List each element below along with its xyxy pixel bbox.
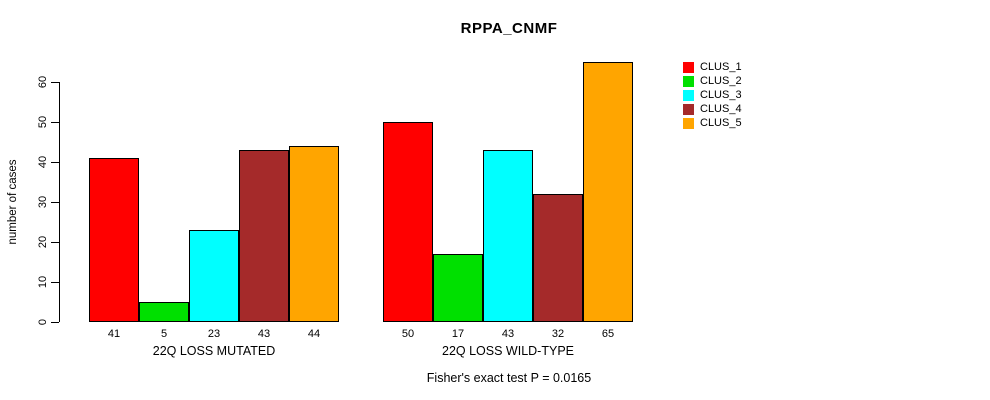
bar-clus_1-group1 [89,158,139,322]
bar-value-label: 23 [207,328,221,340]
legend-swatch-clus_5 [683,118,694,129]
bar-clus_3-group2 [483,150,533,322]
y-tick [51,322,59,323]
bar-clus_3-group1 [189,230,239,322]
bar-clus_4-group2 [533,194,583,322]
legend-swatch-clus_2 [683,76,694,87]
legend-swatch-clus_4 [683,104,694,115]
bar-value-label: 50 [401,328,415,340]
y-axis-line [59,82,60,322]
bar-value-label: 65 [601,328,615,340]
y-tick [51,242,59,243]
bar-clus_2-group2 [433,254,483,322]
bar-value-label: 32 [551,328,565,340]
plot-title: RPPA_CNMF [460,20,558,37]
bar-clus_2-group1 [139,302,189,322]
y-tick [51,282,59,283]
y-tick [51,202,59,203]
legend-label: CLUS_4 [700,103,742,115]
y-tick [51,162,59,163]
legend-label: CLUS_3 [700,89,742,101]
group-label: 22Q LOSS WILD-TYPE [442,344,574,358]
y-tick [51,82,59,83]
bar-value-label: 44 [307,328,321,340]
legend-label: CLUS_2 [700,75,742,87]
bar-value-label: 43 [257,328,271,340]
legend-label: CLUS_1 [700,61,742,73]
bar-value-label: 17 [451,328,465,340]
legend-swatch-clus_1 [683,62,694,73]
y-tick [51,122,59,123]
bar-clus_5-group2 [583,62,633,322]
legend-label: CLUS_5 [700,117,742,129]
bar-clus_1-group2 [383,122,433,322]
group-label: 22Q LOSS MUTATED [152,344,276,358]
bar-value-label: 43 [501,328,515,340]
bar-value-label: 41 [107,328,121,340]
bar-clus_5-group1 [289,146,339,322]
bar-clus_4-group1 [239,150,289,322]
legend-swatch-clus_3 [683,90,694,101]
stats-note: Fisher's exact test P = 0.0165 [426,371,592,385]
bar-value-label: 5 [160,328,168,340]
